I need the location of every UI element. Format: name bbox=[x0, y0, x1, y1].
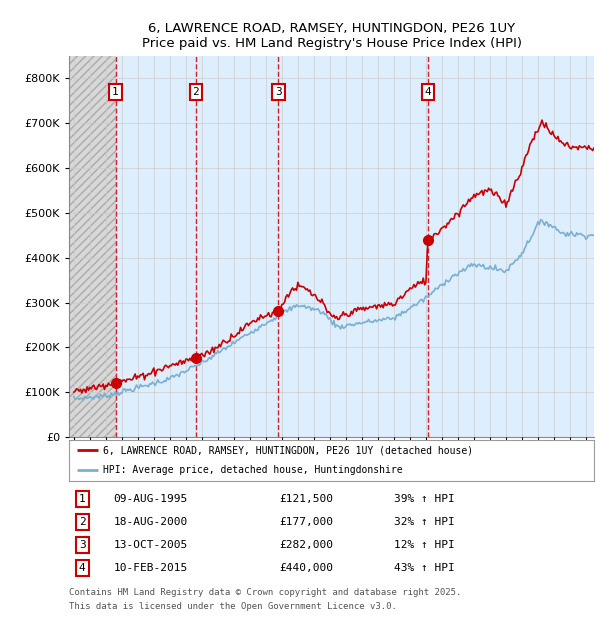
Text: This data is licensed under the Open Government Licence v3.0.: This data is licensed under the Open Gov… bbox=[69, 602, 397, 611]
Text: HPI: Average price, detached house, Huntingdonshire: HPI: Average price, detached house, Hunt… bbox=[103, 466, 403, 476]
Text: £282,000: £282,000 bbox=[279, 540, 333, 550]
Text: 3: 3 bbox=[79, 540, 86, 550]
Text: Contains HM Land Registry data © Crown copyright and database right 2025.: Contains HM Land Registry data © Crown c… bbox=[69, 588, 461, 597]
Text: 10-FEB-2015: 10-FEB-2015 bbox=[113, 563, 188, 573]
Text: 32% ↑ HPI: 32% ↑ HPI bbox=[395, 517, 455, 527]
Text: £177,000: £177,000 bbox=[279, 517, 333, 527]
Text: 6, LAWRENCE ROAD, RAMSEY, HUNTINGDON, PE26 1UY (detached house): 6, LAWRENCE ROAD, RAMSEY, HUNTINGDON, PE… bbox=[103, 445, 473, 455]
Text: £121,500: £121,500 bbox=[279, 494, 333, 504]
Text: 39% ↑ HPI: 39% ↑ HPI bbox=[395, 494, 455, 504]
Bar bbox=[69, 56, 116, 437]
Text: 09-AUG-1995: 09-AUG-1995 bbox=[113, 494, 188, 504]
Bar bbox=[69, 56, 116, 437]
Text: 2: 2 bbox=[193, 87, 199, 97]
Text: 4: 4 bbox=[79, 563, 86, 573]
Text: 2: 2 bbox=[79, 517, 86, 527]
Text: 18-AUG-2000: 18-AUG-2000 bbox=[113, 517, 188, 527]
Text: 3: 3 bbox=[275, 87, 282, 97]
Title: 6, LAWRENCE ROAD, RAMSEY, HUNTINGDON, PE26 1UY
Price paid vs. HM Land Registry's: 6, LAWRENCE ROAD, RAMSEY, HUNTINGDON, PE… bbox=[142, 22, 521, 50]
Text: 13-OCT-2005: 13-OCT-2005 bbox=[113, 540, 188, 550]
Text: 1: 1 bbox=[112, 87, 119, 97]
Text: 4: 4 bbox=[424, 87, 431, 97]
Text: 12% ↑ HPI: 12% ↑ HPI bbox=[395, 540, 455, 550]
Text: £440,000: £440,000 bbox=[279, 563, 333, 573]
Text: 43% ↑ HPI: 43% ↑ HPI bbox=[395, 563, 455, 573]
Text: 1: 1 bbox=[79, 494, 86, 504]
